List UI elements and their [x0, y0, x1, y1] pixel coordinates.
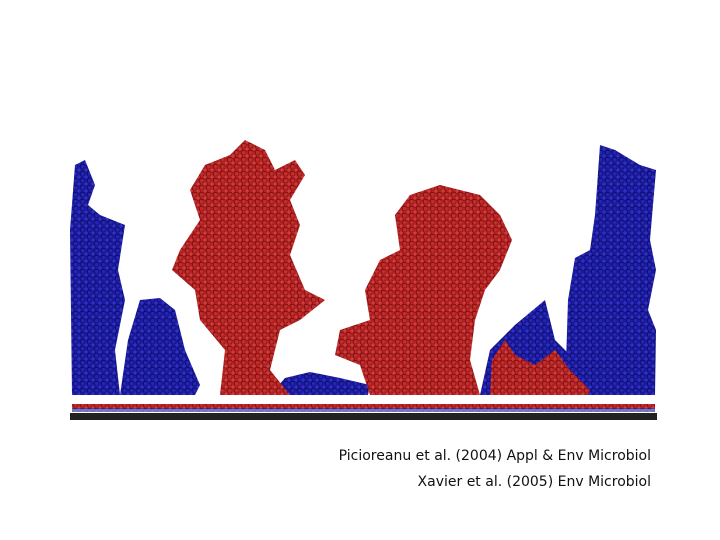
red-colony [172, 140, 325, 395]
blue-colony [120, 298, 200, 395]
blue-colony [565, 145, 656, 395]
substratum-bar [70, 413, 657, 420]
seed-row-blue [72, 408, 655, 412]
red-colony [490, 340, 590, 395]
red-colonies [172, 140, 590, 395]
citation: Xavier et al. (2005) Env Microbiol [417, 474, 651, 490]
blue-colony [70, 160, 125, 395]
red-colony [335, 185, 512, 395]
blue-colony [270, 372, 370, 395]
seed-row-red [72, 404, 655, 409]
substratum [70, 404, 657, 420]
citation: Picioreanu et al. (2004) Appl & Env Micr… [338, 448, 651, 464]
